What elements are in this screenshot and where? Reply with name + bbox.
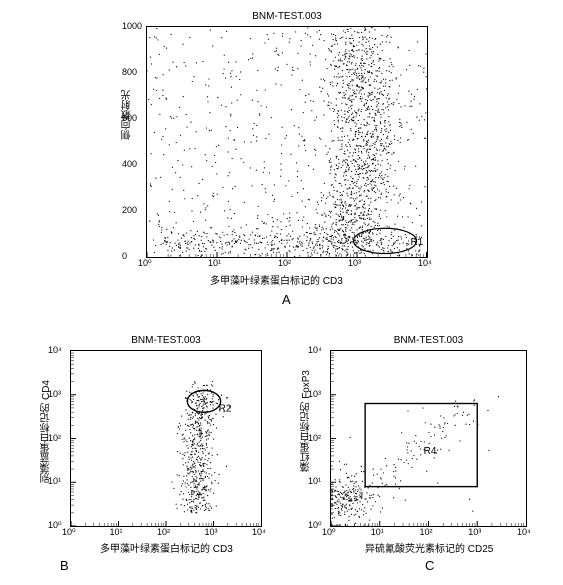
axis-tick: 10⁴ — [308, 345, 322, 355]
axis-tick: 10³ — [308, 389, 321, 399]
axis-tick: 200 — [122, 205, 137, 215]
axis-tick: 1000 — [122, 21, 142, 31]
panel-c-ylabel: 藻红蛋白标记的 FoxP3 — [299, 370, 314, 472]
axis-tick: 10¹ — [371, 527, 384, 537]
panel-b-xlabel: 多甲藻叶绿素蛋白标记的 CD3 — [100, 540, 233, 555]
panel-a-xlabel: 多甲藻叶绿素蛋白标记的 CD3 — [210, 272, 343, 287]
axis-tick: 10³ — [468, 527, 481, 537]
panel-c-sublabel: C — [425, 558, 434, 573]
axis-tick: 10⁴ — [517, 527, 531, 537]
axis-tick: 10⁰ — [322, 527, 336, 538]
axis-tick: 10² — [278, 258, 291, 268]
axis-tick: 600 — [122, 113, 137, 123]
svg-text:R4: R4 — [424, 446, 437, 457]
axis-tick: 10⁰ — [138, 258, 152, 269]
axis-tick: 10¹ — [208, 258, 221, 268]
axis-tick: 10⁰ — [62, 527, 76, 538]
panel-b-plot: R2 — [71, 351, 261, 526]
axis-tick: 10⁰ — [48, 520, 62, 531]
svg-text:R1: R1 — [411, 237, 424, 248]
axis-tick: 10⁴ — [418, 258, 432, 268]
axis-tick: 10⁴ — [252, 527, 266, 537]
axis-tick: 10² — [157, 527, 170, 537]
panel-c: BNM-TEST.003 R4 — [330, 350, 527, 527]
axis-tick: 10³ — [205, 527, 218, 537]
panel-b-title: BNM-TEST.003 — [131, 335, 200, 346]
axis-tick: 10⁰ — [308, 520, 322, 531]
axis-tick: 10² — [420, 527, 433, 537]
axis-tick: 10¹ — [308, 476, 321, 486]
axis-tick: 800 — [122, 67, 137, 77]
panel-a-plot: R1 — [147, 27, 427, 257]
panel-b: BNM-TEST.003 R2 — [70, 350, 262, 527]
axis-tick: 10¹ — [48, 476, 61, 486]
axis-tick: 10² — [48, 433, 61, 443]
svg-text:R2: R2 — [219, 403, 232, 414]
axis-tick: 10³ — [348, 258, 361, 268]
panel-a-title: BNM-TEST.003 — [252, 11, 321, 22]
panel-c-xlabel: 异硫氰酸荧光素标记的 CD25 — [365, 540, 493, 555]
axis-tick: 0 — [122, 251, 127, 261]
panel-a: BNM-TEST.003 R1 — [146, 26, 428, 258]
axis-tick: 400 — [122, 159, 137, 169]
axis-tick: 10³ — [48, 389, 61, 399]
axis-tick: 10² — [308, 433, 321, 443]
panel-a-sublabel: A — [282, 292, 291, 307]
axis-tick: 10¹ — [110, 527, 123, 537]
panel-c-plot: R4 — [331, 351, 526, 526]
panel-c-title: BNM-TEST.003 — [394, 335, 463, 346]
panel-b-sublabel: B — [60, 558, 69, 573]
axis-tick: 10⁴ — [48, 345, 62, 355]
